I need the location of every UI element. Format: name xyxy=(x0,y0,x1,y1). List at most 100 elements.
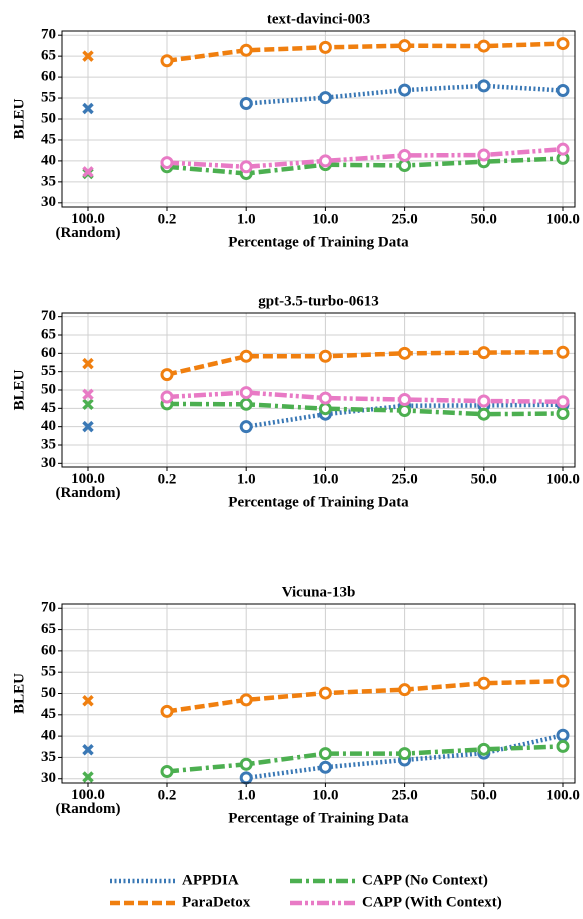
x-tick-label: 0.2 xyxy=(158,211,177,227)
legend-label: APPDIA xyxy=(182,872,239,888)
point xyxy=(318,154,332,168)
y-tick-label: 30 xyxy=(41,194,56,210)
point xyxy=(318,747,332,761)
series-line xyxy=(166,41,564,63)
point xyxy=(160,390,174,404)
x-axis-label: Percentage of Training Data xyxy=(228,810,409,826)
random-marker xyxy=(82,695,94,707)
random-marker xyxy=(82,771,94,783)
point xyxy=(556,345,570,359)
point xyxy=(477,39,491,53)
point xyxy=(556,728,570,742)
point xyxy=(398,83,412,97)
x-tick-label: 100.0 xyxy=(546,211,580,227)
point xyxy=(239,349,253,363)
point xyxy=(556,674,570,688)
point xyxy=(239,96,253,110)
y-tick-label: 70 xyxy=(41,308,56,324)
point xyxy=(556,395,570,409)
y-tick-label: 30 xyxy=(41,455,56,471)
x-tick-label: 25.0 xyxy=(391,471,417,487)
legend-label: CAPP (No Context) xyxy=(362,872,488,888)
x-tick-label: 50.0 xyxy=(471,787,497,803)
y-tick-label: 55 xyxy=(41,89,56,105)
y-tick-label: 35 xyxy=(41,173,56,189)
random-marker xyxy=(82,744,94,756)
random-marker xyxy=(82,398,94,411)
random-marker xyxy=(82,388,94,401)
random-marker-cross xyxy=(82,388,94,401)
random-marker-cross xyxy=(82,771,94,783)
series-line xyxy=(166,678,564,714)
point xyxy=(398,159,412,173)
x-tick-label: 1.0 xyxy=(237,471,256,487)
series-line xyxy=(166,401,564,417)
x-tick-label: 50.0 xyxy=(471,471,497,487)
chart-title: gpt-3.5-turbo-0613 xyxy=(258,293,378,309)
x-tick-label: 50.0 xyxy=(471,211,497,227)
series-line xyxy=(166,146,564,170)
point xyxy=(318,91,332,105)
x-tick-label: 10.0 xyxy=(312,211,338,227)
y-tick-label: 55 xyxy=(41,664,56,680)
y-tick-label: 50 xyxy=(41,685,56,701)
point xyxy=(398,393,412,407)
point xyxy=(318,349,332,363)
x-tick-label: 100.0 (Random) xyxy=(55,787,120,817)
y-tick-label: 35 xyxy=(41,436,56,452)
point xyxy=(160,368,174,382)
point xyxy=(239,160,253,174)
x-tick-label: 100.0 (Random) xyxy=(55,211,120,241)
point xyxy=(477,394,491,408)
point xyxy=(398,683,412,697)
random-marker xyxy=(82,50,94,62)
plot-frame xyxy=(61,312,576,468)
series-line xyxy=(166,744,564,774)
point xyxy=(160,156,174,170)
point xyxy=(477,742,491,756)
random-marker-cross xyxy=(82,102,94,115)
series-line xyxy=(166,349,564,377)
point xyxy=(398,148,412,162)
y-tick-label: 65 xyxy=(41,48,56,64)
point xyxy=(239,397,253,411)
y-tick-label: 50 xyxy=(41,381,56,397)
point xyxy=(477,148,491,162)
y-tick-label: 35 xyxy=(41,749,56,765)
random-marker-cross xyxy=(82,166,94,178)
x-tick-label: 1.0 xyxy=(237,211,256,227)
random-marker-cross xyxy=(82,744,94,756)
y-tick-label: 40 xyxy=(41,418,56,434)
point xyxy=(477,676,491,690)
y-tick-label: 65 xyxy=(41,621,56,637)
y-tick-label: 40 xyxy=(41,728,56,744)
x-tick-label: 100.0 xyxy=(546,471,580,487)
random-marker-cross xyxy=(82,357,94,370)
x-tick-label: 10.0 xyxy=(312,787,338,803)
point xyxy=(556,406,570,420)
point xyxy=(477,407,491,421)
point xyxy=(318,686,332,700)
y-axis-label: BLEU xyxy=(11,369,27,410)
y-tick-label: 50 xyxy=(41,110,56,126)
chart-title: Vicuna-13b xyxy=(282,584,356,600)
y-tick-label: 65 xyxy=(41,326,56,342)
x-tick-label: 0.2 xyxy=(158,787,177,803)
plot-frame xyxy=(61,603,576,784)
point xyxy=(477,346,491,360)
point xyxy=(556,739,570,753)
x-tick-label: 1.0 xyxy=(237,787,256,803)
point xyxy=(239,420,253,434)
plot-frame xyxy=(61,30,576,208)
random-marker xyxy=(82,166,94,178)
point xyxy=(239,43,253,57)
x-tick-label: 10.0 xyxy=(312,471,338,487)
point xyxy=(160,704,174,718)
random-marker-cross xyxy=(82,695,94,707)
y-tick-label: 55 xyxy=(41,363,56,379)
point xyxy=(318,402,332,416)
y-axis-label: BLEU xyxy=(11,98,27,139)
x-axis-label: Percentage of Training Data xyxy=(228,494,409,510)
y-tick-label: 70 xyxy=(41,27,56,43)
